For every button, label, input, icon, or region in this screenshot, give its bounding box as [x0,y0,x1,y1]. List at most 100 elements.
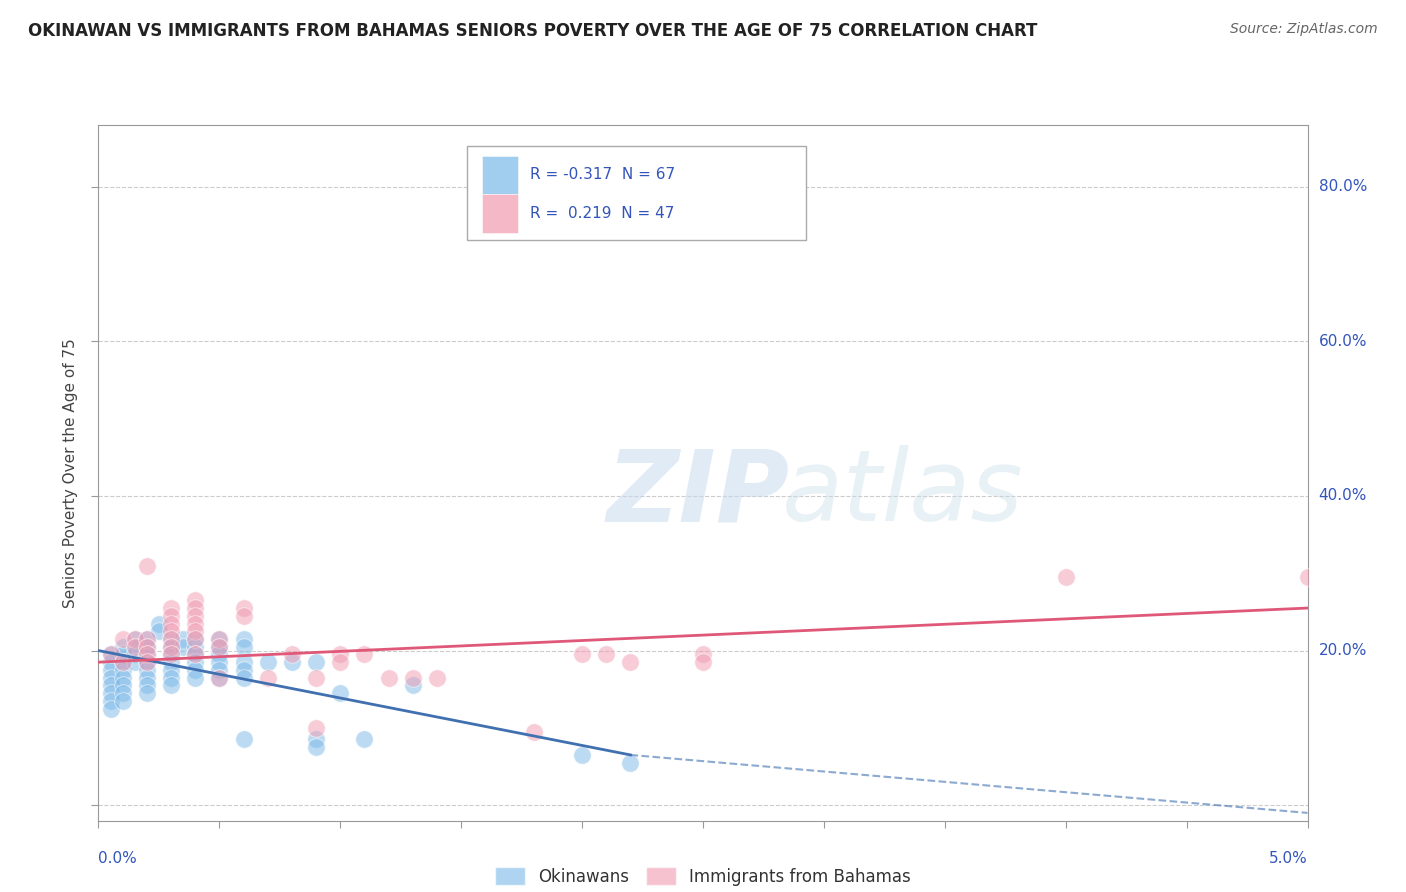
Point [100,694,122,708]
Point [523,724,546,739]
Point [619,655,641,669]
Point [160,632,183,646]
Point [172,640,194,654]
Point [692,655,714,669]
Point [111,663,134,677]
Point [124,640,146,654]
Point [184,593,207,607]
Text: R = -0.317  N = 67: R = -0.317 N = 67 [530,168,675,183]
Point [232,732,254,747]
Text: OKINAWAN VS IMMIGRANTS FROM BAHAMAS SENIORS POVERTY OVER THE AGE OF 75 CORRELATI: OKINAWAN VS IMMIGRANTS FROM BAHAMAS SENI… [28,22,1038,40]
Point [184,640,207,654]
Point [184,663,207,677]
Point [160,648,183,662]
Point [426,671,449,685]
Point [111,686,134,700]
Text: 20.0%: 20.0% [1319,643,1367,658]
Point [256,671,278,685]
Point [148,624,170,639]
Point [100,701,122,715]
Point [184,624,207,639]
Point [281,655,304,669]
Point [160,663,183,677]
FancyBboxPatch shape [467,145,806,240]
Point [208,671,231,685]
Point [208,655,231,669]
Point [111,671,134,685]
Point [124,648,146,662]
Point [135,648,157,662]
Point [208,663,231,677]
Point [402,671,425,685]
Point [160,678,183,692]
Text: R =  0.219  N = 47: R = 0.219 N = 47 [530,206,675,220]
Point [135,648,157,662]
Point [135,671,157,685]
Point [281,648,304,662]
Point [208,632,231,646]
Point [100,663,122,677]
Point [111,678,134,692]
Point [329,686,352,700]
Point [305,740,328,755]
Point [124,655,146,669]
Point [232,640,254,654]
Point [184,655,207,669]
FancyBboxPatch shape [482,194,517,233]
Point [160,624,183,639]
Point [100,648,122,662]
Point [571,648,593,662]
Point [184,671,207,685]
Point [160,640,183,654]
Point [208,640,231,654]
Point [160,632,183,646]
Point [160,616,183,631]
Point [111,694,134,708]
Point [184,601,207,615]
Point [208,671,231,685]
Point [208,640,231,654]
Point [353,732,375,747]
Point [111,655,134,669]
Point [208,632,231,646]
Point [135,640,157,654]
Point [111,648,134,662]
Text: Source: ZipAtlas.com: Source: ZipAtlas.com [1230,22,1378,37]
Point [160,608,183,623]
Point [135,655,157,669]
Point [135,558,157,573]
Point [124,632,146,646]
FancyBboxPatch shape [482,156,517,194]
Text: ZIP: ZIP [606,445,789,542]
Point [232,608,254,623]
Point [232,632,254,646]
Point [160,671,183,685]
Point [184,616,207,631]
Legend: Okinawans, Immigrants from Bahamas: Okinawans, Immigrants from Bahamas [488,861,918,892]
Point [353,648,375,662]
Point [160,601,183,615]
Point [595,648,617,662]
Point [692,648,714,662]
Point [184,648,207,662]
Point [619,756,641,770]
Point [232,671,254,685]
Point [160,648,183,662]
Point [571,747,593,762]
Point [402,678,425,692]
Point [111,632,134,646]
Point [184,632,207,646]
Point [232,663,254,677]
Text: 5.0%: 5.0% [1268,851,1308,866]
Point [256,655,278,669]
Text: 40.0%: 40.0% [1319,489,1367,503]
Point [100,648,122,662]
Point [305,671,328,685]
Point [329,648,352,662]
Point [124,632,146,646]
Point [184,648,207,662]
Point [305,732,328,747]
Y-axis label: Seniors Poverty Over the Age of 75: Seniors Poverty Over the Age of 75 [63,338,79,607]
Point [305,655,328,669]
Point [135,678,157,692]
